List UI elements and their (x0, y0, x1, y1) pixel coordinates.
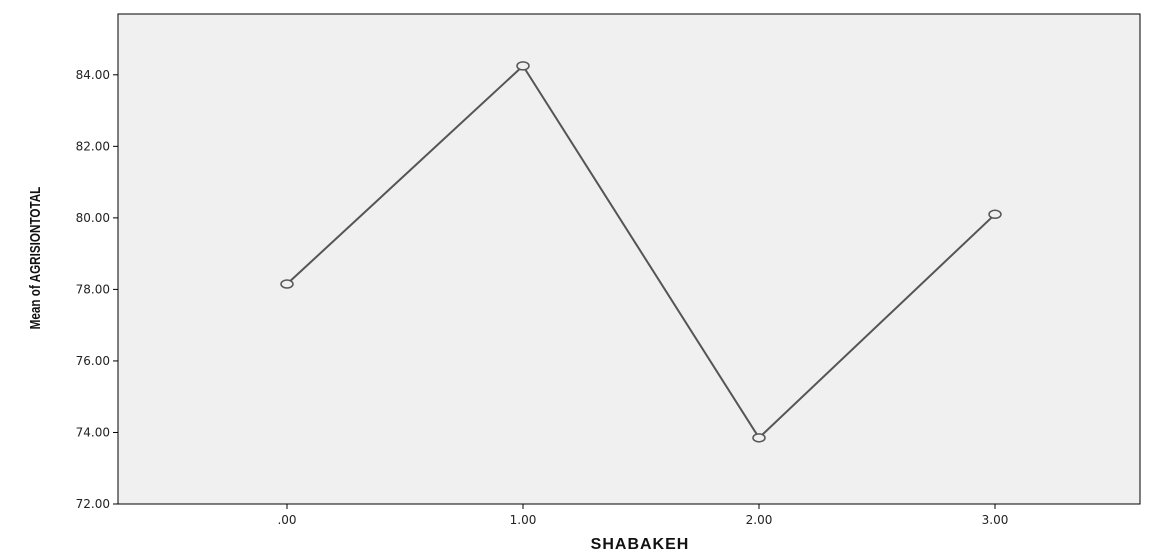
x-tick-label: 3.00 (982, 513, 1009, 527)
y-tick-label: 76.00 (76, 354, 110, 368)
data-point-marker (280, 279, 294, 289)
data-point-marker (752, 433, 766, 443)
y-tick-label: 82.00 (76, 139, 110, 153)
y-tick-label: 80.00 (76, 211, 110, 225)
y-axis-title: Mean of AGRISIONTOTAL (27, 187, 44, 330)
y-tick-label: 78.00 (76, 282, 110, 296)
x-axis: .00 1.00 2.00 3.00 (277, 504, 1008, 527)
x-tick-label: 1.00 (510, 513, 537, 527)
data-point-marker (988, 209, 1002, 220)
data-point-marker (516, 61, 530, 71)
y-tick-label: 84.00 (76, 68, 110, 82)
y-tick-label: 72.00 (76, 497, 110, 511)
x-tick-label: 2.00 (746, 513, 773, 527)
y-tick-label: 74.00 (76, 425, 110, 439)
x-tick-label: .00 (277, 513, 296, 527)
plot-area (117, 13, 1141, 505)
x-axis-title: SHABAKEH (591, 536, 690, 553)
y-axis: 72.00 74.00 76.00 78.00 80.00 82.00 84.00 (76, 68, 118, 511)
series-line (286, 64, 996, 440)
series-line-group (280, 61, 1002, 443)
